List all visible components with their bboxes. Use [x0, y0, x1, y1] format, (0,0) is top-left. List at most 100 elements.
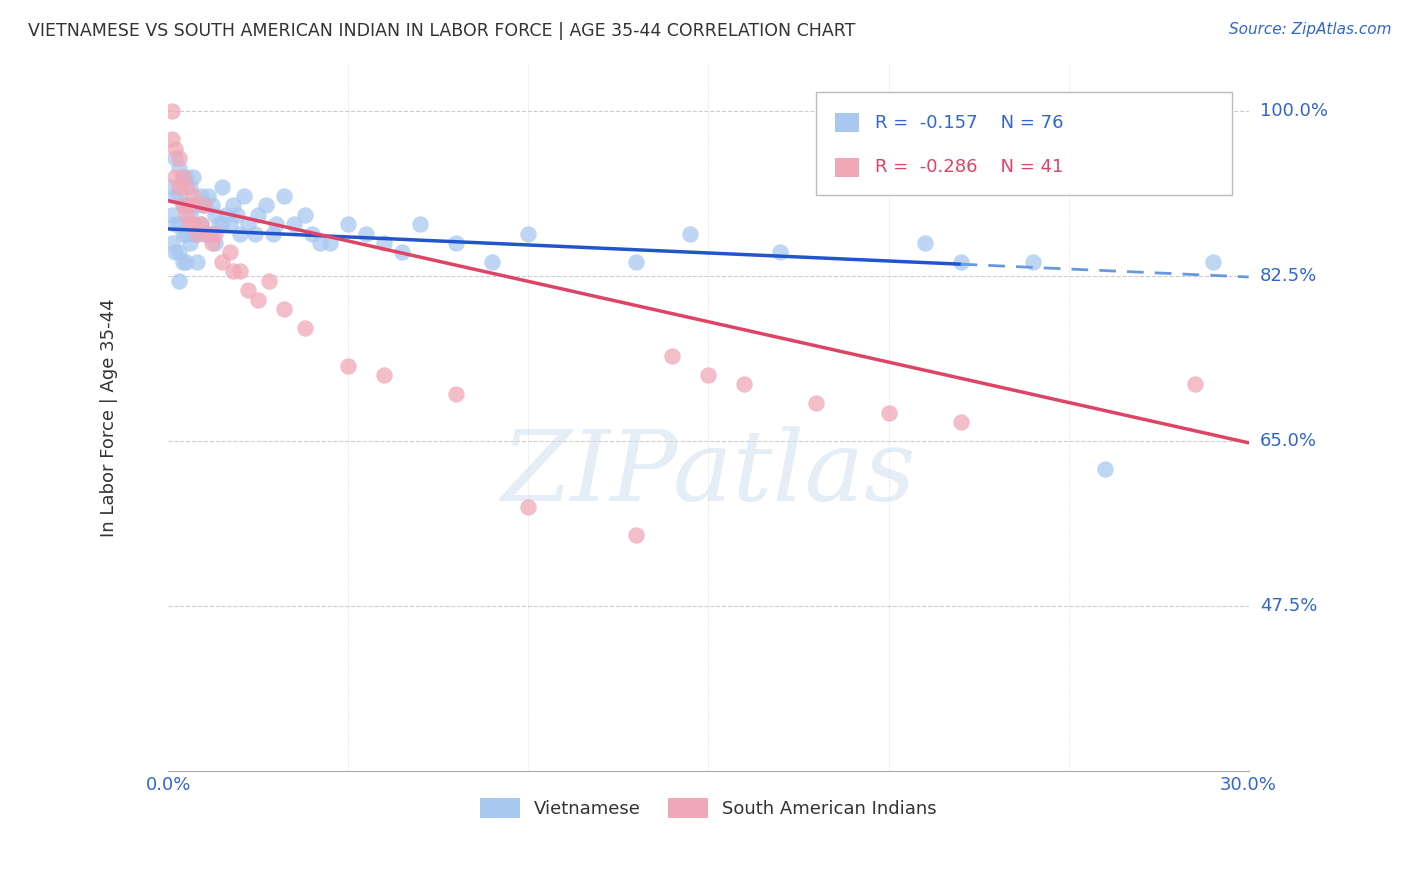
Point — [176, 170, 198, 185]
Point — [193, 227, 215, 241]
Point — [283, 217, 305, 231]
Point — [257, 274, 280, 288]
Point — [186, 227, 208, 241]
Text: ZIPatlas: ZIPatlas — [501, 426, 915, 522]
Point — [319, 236, 342, 251]
Point — [273, 189, 295, 203]
FancyBboxPatch shape — [817, 93, 1233, 194]
Point — [1184, 377, 1206, 392]
Point — [190, 217, 212, 231]
Point — [949, 255, 972, 269]
Point — [165, 151, 187, 165]
Point — [211, 255, 233, 269]
Point — [215, 208, 238, 222]
Point — [193, 198, 215, 212]
Text: Source: ZipAtlas.com: Source: ZipAtlas.com — [1229, 22, 1392, 37]
Point — [229, 227, 252, 241]
Point — [197, 227, 219, 241]
Point — [914, 236, 936, 251]
Text: In Labor Force | Age 35-44: In Labor Force | Age 35-44 — [100, 298, 118, 537]
Point — [273, 301, 295, 316]
Text: VIETNAMESE VS SOUTH AMERICAN INDIAN IN LABOR FORCE | AGE 35-44 CORRELATION CHART: VIETNAMESE VS SOUTH AMERICAN INDIAN IN L… — [28, 22, 855, 40]
Point — [183, 217, 205, 231]
Point — [176, 179, 198, 194]
Point — [176, 208, 198, 222]
Point — [179, 198, 201, 212]
Point — [218, 245, 240, 260]
Point — [294, 208, 316, 222]
Point — [262, 227, 284, 241]
Point — [225, 208, 247, 222]
Point — [200, 236, 222, 251]
Point — [172, 170, 194, 185]
Point — [186, 227, 208, 241]
Point — [165, 189, 187, 203]
Point — [200, 227, 222, 241]
Point — [190, 189, 212, 203]
Text: 47.5%: 47.5% — [1260, 597, 1317, 615]
Point — [179, 236, 201, 251]
Point — [172, 227, 194, 241]
Point — [176, 255, 198, 269]
Point — [160, 236, 183, 251]
Point — [179, 217, 201, 231]
Point — [167, 179, 190, 194]
Point — [517, 500, 540, 514]
Point — [186, 198, 208, 212]
Point — [232, 189, 254, 203]
Point — [208, 217, 231, 231]
Point — [769, 245, 792, 260]
Point — [337, 359, 360, 373]
Point — [409, 217, 432, 231]
Point — [661, 349, 683, 363]
Point — [373, 236, 395, 251]
Point — [172, 255, 194, 269]
Point — [172, 198, 194, 212]
Point — [165, 170, 187, 185]
Point — [160, 104, 183, 119]
Point — [356, 227, 378, 241]
Text: R =  -0.157    N = 76: R = -0.157 N = 76 — [876, 113, 1064, 131]
Point — [200, 198, 222, 212]
Point — [877, 406, 900, 420]
Text: 82.5%: 82.5% — [1260, 267, 1317, 285]
Point — [160, 179, 183, 194]
Point — [1021, 255, 1043, 269]
Legend: Vietnamese, South American Indians: Vietnamese, South American Indians — [472, 791, 945, 825]
Point — [186, 255, 208, 269]
Point — [160, 208, 183, 222]
Point — [247, 208, 270, 222]
Point — [337, 217, 360, 231]
Point — [193, 198, 215, 212]
Point — [167, 151, 190, 165]
Point — [481, 255, 503, 269]
Text: R =  -0.286    N = 41: R = -0.286 N = 41 — [876, 159, 1063, 177]
Point — [446, 387, 468, 401]
Point — [172, 198, 194, 212]
Point — [176, 227, 198, 241]
Point — [165, 245, 187, 260]
Point — [167, 217, 190, 231]
Point — [218, 217, 240, 231]
Point — [247, 293, 270, 307]
Point — [211, 217, 233, 231]
Point — [222, 198, 245, 212]
Point — [301, 227, 323, 241]
Point — [949, 415, 972, 429]
Point — [243, 227, 266, 241]
Point — [733, 377, 755, 392]
Point — [236, 283, 259, 297]
Point — [167, 245, 190, 260]
Point — [266, 217, 288, 231]
Point — [176, 198, 198, 212]
Point — [391, 245, 413, 260]
Point — [373, 368, 395, 382]
FancyBboxPatch shape — [835, 112, 859, 132]
Point — [211, 179, 233, 194]
Point — [446, 236, 468, 251]
Point — [190, 217, 212, 231]
Point — [294, 321, 316, 335]
Point — [204, 208, 226, 222]
Point — [165, 142, 187, 156]
Point — [254, 198, 277, 212]
